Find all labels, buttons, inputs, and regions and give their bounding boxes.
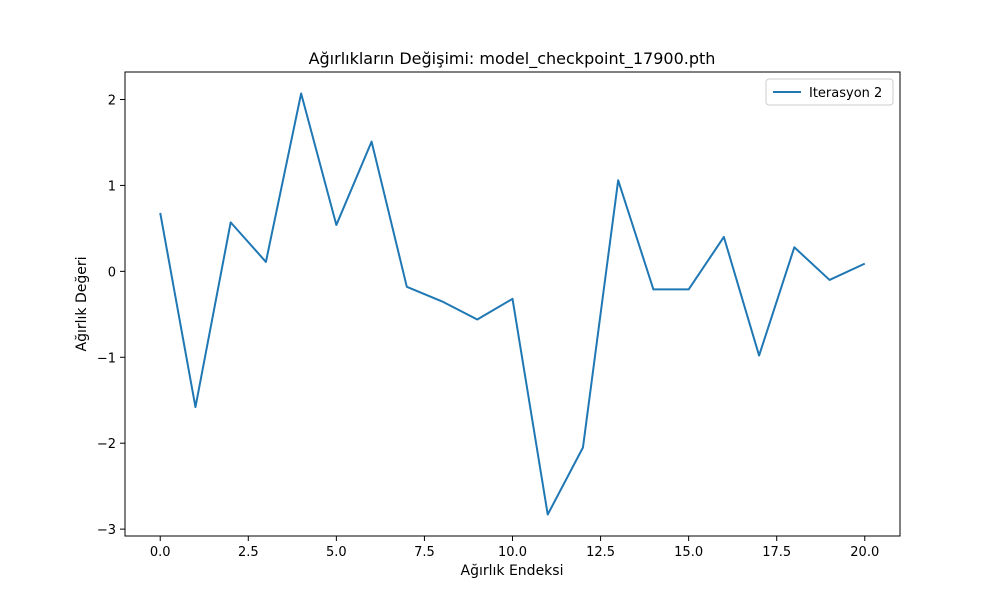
legend-label: Iterasyon 2 [809,86,882,101]
y-tick-label: −3 [97,523,116,538]
x-tick-label: 15.0 [674,545,703,560]
y-axis-label: Ağırlık Değeri [74,257,90,352]
x-tick-label: 12.5 [586,545,615,560]
y-tick-label: −1 [97,351,116,366]
y-tick-label: −2 [97,437,116,452]
x-tick-label: 5.0 [326,545,347,560]
x-tick-label: 10.0 [498,545,527,560]
x-axis-label: Ağırlık Endeksi [461,563,564,579]
chart-title: Ağırlıkların Değişimi: model_checkpoint_… [309,49,716,69]
x-tick-label: 20.0 [850,545,879,560]
y-tick-label: 0 [108,265,116,280]
series-line-0 [159,92,866,516]
plot-area: 0.0 2.5 5.0 7.5 10.0 12.5 15.0 17.5 20.0 −3 −2 −1 0 1… [97,71,901,560]
y-tick-label: 1 [108,179,116,194]
legend-box [765,78,894,106]
x-tick-label: 7.5 [414,545,435,560]
x-tick-label: 17.5 [762,545,791,560]
x-tick-label: 0.0 [150,545,171,560]
y-tick-label: 2 [108,93,116,108]
legend: Iterasyon 2 [765,78,894,106]
x-tick-label: 2.5 [238,545,259,560]
